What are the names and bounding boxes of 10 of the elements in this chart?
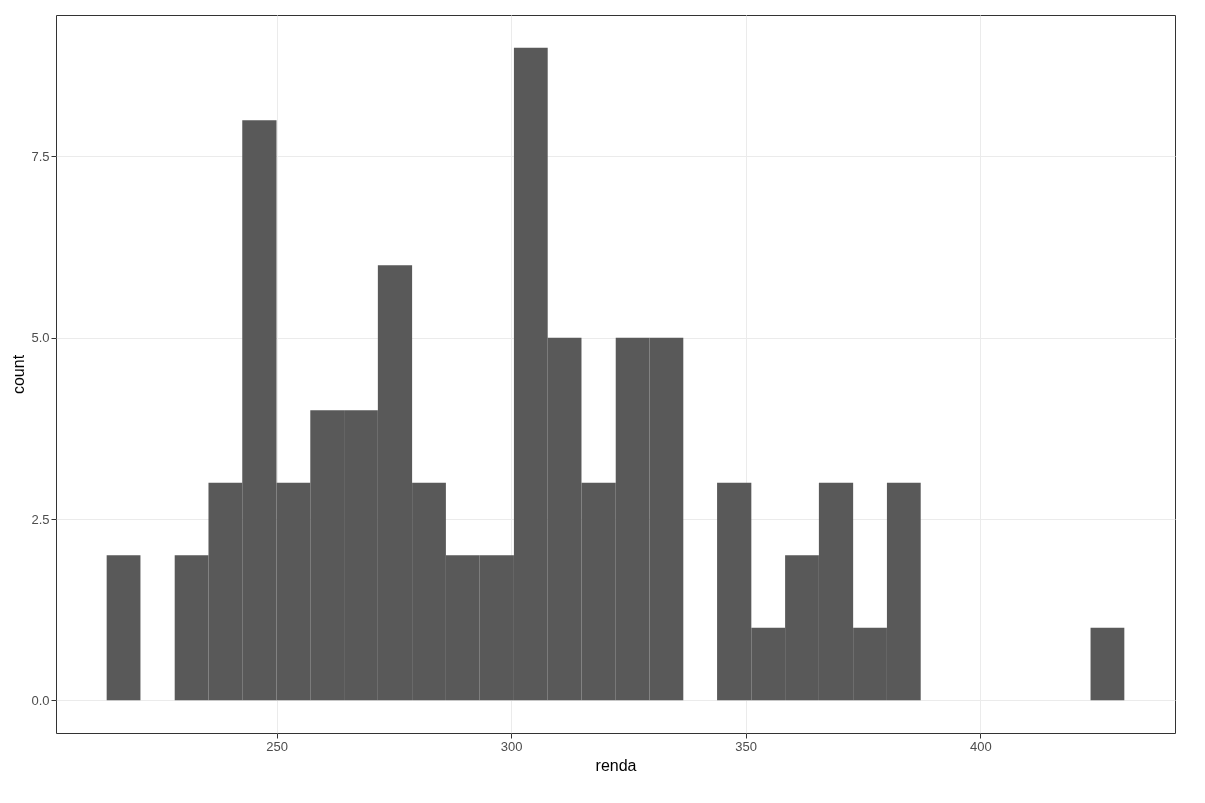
x-tick-label: 400 bbox=[969, 738, 992, 754]
x-tick-label: 350 bbox=[735, 738, 758, 754]
y-axis-title: count bbox=[10, 354, 28, 395]
y-tick-label: 5.0 bbox=[31, 330, 50, 346]
x-tick-label: 300 bbox=[500, 738, 523, 754]
y-tick-label: 7.5 bbox=[31, 148, 50, 164]
y-tick-label: 0.0 bbox=[31, 692, 50, 708]
x-axis-title: renda bbox=[595, 756, 637, 774]
y-tick-label: 2.5 bbox=[31, 511, 50, 527]
x-tick-label: 250 bbox=[266, 738, 288, 754]
